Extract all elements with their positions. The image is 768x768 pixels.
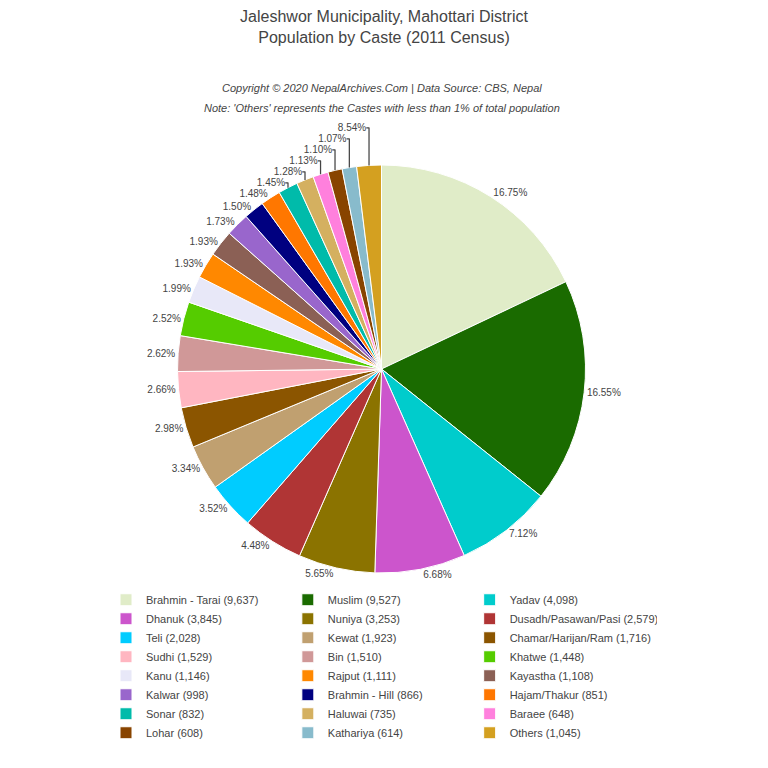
svg-text:6.68%: 6.68% xyxy=(423,569,451,580)
svg-text:3.34%: 3.34% xyxy=(172,463,200,474)
svg-text:16.55%: 16.55% xyxy=(587,387,621,398)
svg-text:Lohar (608): Lohar (608) xyxy=(146,727,203,739)
svg-text:Jaleshwor Municipality, Mahott: Jaleshwor Municipality, Mahottari Distri… xyxy=(240,8,528,46)
svg-text:Rajput (1,111): Rajput (1,111) xyxy=(328,670,396,682)
svg-text:1.45%: 1.45% xyxy=(257,177,285,188)
svg-text:Muslim (9,527): Muslim (9,527) xyxy=(328,594,401,606)
svg-text:Teli (2,028): Teli (2,028) xyxy=(146,632,200,644)
svg-text:1.50%: 1.50% xyxy=(223,201,251,212)
svg-text:Note: 'Others' represents the: Note: 'Others' represents the Castes wit… xyxy=(204,102,560,114)
svg-text:1.10%: 1.10% xyxy=(304,144,332,155)
svg-text:Others (1,045): Others (1,045) xyxy=(510,727,581,739)
svg-text:1.93%: 1.93% xyxy=(175,258,203,269)
svg-text:3.52%: 3.52% xyxy=(199,503,227,514)
svg-text:1.13%: 1.13% xyxy=(289,155,317,166)
svg-text:2.52%: 2.52% xyxy=(153,313,181,324)
svg-text:Khatwe (1,448): Khatwe (1,448) xyxy=(510,651,585,663)
svg-text:Hajam/Thakur (851): Hajam/Thakur (851) xyxy=(510,689,608,701)
svg-text:Brahmin - Tarai (9,637): Brahmin - Tarai (9,637) xyxy=(146,594,258,606)
svg-text:1.73%: 1.73% xyxy=(206,216,234,227)
svg-text:Yadav (4,098): Yadav (4,098) xyxy=(510,594,578,606)
svg-text:Dusadh/Pasawan/Pasi (2,579): Dusadh/Pasawan/Pasi (2,579) xyxy=(510,613,657,625)
svg-text:5.65%: 5.65% xyxy=(305,568,333,579)
svg-text:2.62%: 2.62% xyxy=(147,348,175,359)
svg-text:Kewat (1,923): Kewat (1,923) xyxy=(328,632,396,644)
svg-text:Kanu (1,146): Kanu (1,146) xyxy=(146,670,210,682)
svg-text:Sudhi (1,529): Sudhi (1,529) xyxy=(146,651,212,663)
svg-text:1.48%: 1.48% xyxy=(239,188,267,199)
svg-text:1.07%: 1.07% xyxy=(318,133,346,144)
svg-text:8.54%: 8.54% xyxy=(338,122,366,133)
svg-text:Brahmin - Hill (866): Brahmin - Hill (866) xyxy=(328,689,423,701)
svg-text:Sonar (832): Sonar (832) xyxy=(146,708,204,720)
svg-text:1.28%: 1.28% xyxy=(274,166,302,177)
svg-text:Nuniya (3,253): Nuniya (3,253) xyxy=(328,613,400,625)
svg-text:Haluwai (735): Haluwai (735) xyxy=(328,708,396,720)
svg-text:2.98%: 2.98% xyxy=(155,423,183,434)
svg-text:Copyright © 2020 NepalArchives: Copyright © 2020 NepalArchives.Com | Dat… xyxy=(222,82,542,94)
svg-text:Dhanuk (3,845): Dhanuk (3,845) xyxy=(146,613,222,625)
svg-text:16.75%: 16.75% xyxy=(493,187,527,198)
svg-text:Bin (1,510): Bin (1,510) xyxy=(328,651,382,663)
svg-text:4.48%: 4.48% xyxy=(241,540,269,551)
svg-text:7.12%: 7.12% xyxy=(509,528,537,539)
svg-text:Kathariya (614): Kathariya (614) xyxy=(328,727,403,739)
svg-text:1.93%: 1.93% xyxy=(190,236,218,247)
svg-text:Chamar/Harijan/Ram (1,716): Chamar/Harijan/Ram (1,716) xyxy=(510,632,651,644)
svg-text:1.99%: 1.99% xyxy=(162,283,190,294)
svg-text:Kalwar (998): Kalwar (998) xyxy=(146,689,208,701)
svg-text:Baraee (648): Baraee (648) xyxy=(510,708,574,720)
svg-text:2.66%: 2.66% xyxy=(147,384,175,395)
svg-text:Kayastha (1,108): Kayastha (1,108) xyxy=(510,670,594,682)
